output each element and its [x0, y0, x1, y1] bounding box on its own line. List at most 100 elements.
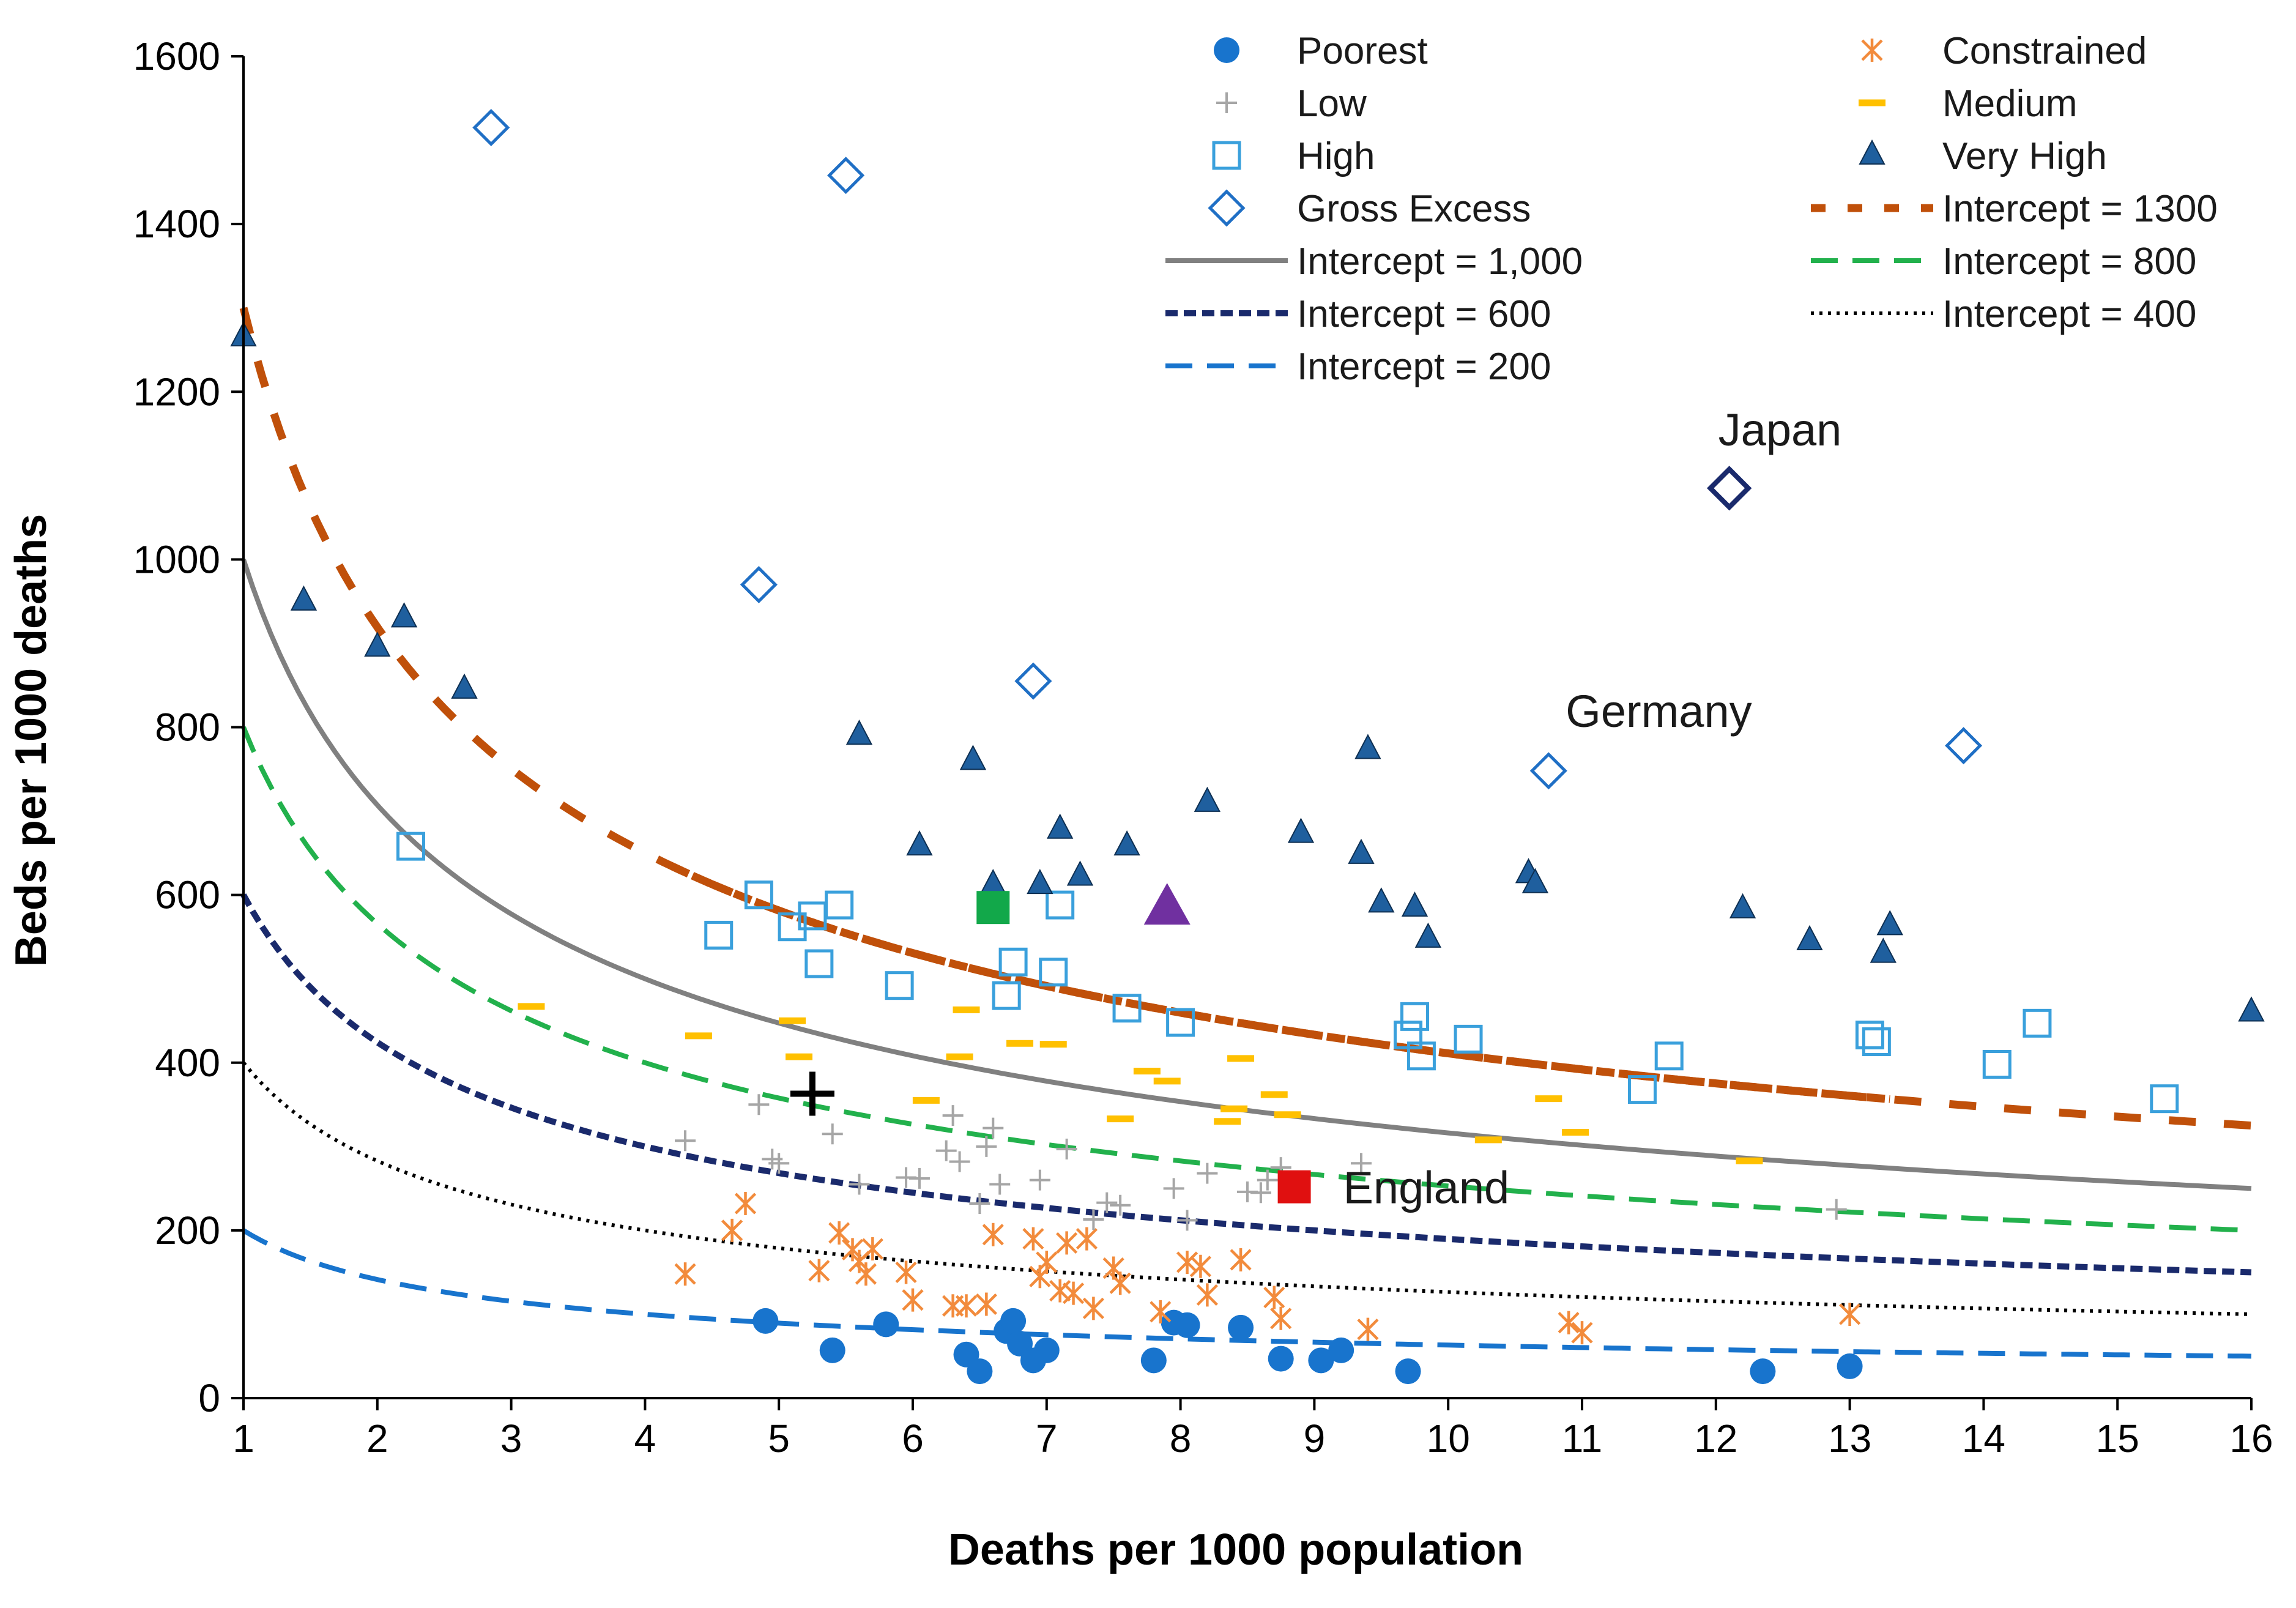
point-high	[1855, 1021, 1884, 1050]
japan-label: Japan	[1718, 404, 1842, 455]
legend-item-intercept-1000: Intercept = 1,000	[1165, 240, 1583, 283]
y-tick-label: 600	[155, 873, 220, 917]
x-tick-label: 8	[1170, 1416, 1192, 1461]
point-high	[998, 947, 1028, 977]
point-very-high	[1194, 786, 1221, 812]
point-high	[804, 949, 834, 978]
point-constrained	[1357, 1317, 1379, 1341]
point-poorest	[1000, 1308, 1027, 1334]
point-poorest	[967, 1358, 993, 1385]
point-very-high	[390, 602, 418, 628]
point-low	[1350, 1153, 1372, 1174]
x-tick-label: 7	[1036, 1416, 1058, 1461]
point-poorest	[752, 1308, 779, 1334]
point-low	[748, 1094, 770, 1115]
point-poorest	[1837, 1353, 1863, 1379]
point-poorest	[819, 1337, 845, 1363]
point-constrained	[1036, 1250, 1058, 1274]
point-gross-excess	[740, 565, 778, 604]
point-constrained	[828, 1221, 850, 1245]
point-low	[849, 1174, 870, 1195]
y-tick-label: 1000	[133, 537, 220, 581]
y-axis-title: Beds per 1000 deaths	[7, 514, 56, 967]
series-high	[396, 832, 2179, 1114]
series-medium	[518, 1003, 1763, 1164]
legend-item-intercept-800: Intercept = 800	[1811, 240, 2196, 283]
x-tick-label: 15	[2096, 1416, 2139, 1461]
series-poorest	[752, 1308, 1863, 1385]
point-gross-excess	[1945, 727, 1983, 765]
legend-label: Poorest	[1297, 30, 1428, 72]
point-low	[1096, 1192, 1118, 1213]
data-points	[230, 108, 2265, 1385]
highlighted-points: Japan Germany England	[790, 404, 1841, 1213]
point-low	[1056, 1138, 1077, 1159]
point-high	[1039, 958, 1068, 987]
england-marker	[1277, 1170, 1311, 1204]
curve-intercept-600	[240, 893, 2252, 1276]
legend-label: Low	[1297, 83, 1367, 125]
legend-swatch-poorest	[1214, 37, 1239, 63]
point-constrained	[902, 1288, 924, 1312]
point-poorest	[1395, 1358, 1421, 1385]
point-very-high	[959, 745, 987, 770]
point-constrained	[734, 1192, 757, 1216]
point-poorest	[873, 1311, 899, 1338]
legend-swatch-gross-excess	[1208, 189, 1246, 227]
legend-item-gross-excess: Gross Excess	[1208, 188, 1531, 230]
legend-label: Intercept = 800	[1942, 240, 2196, 283]
point-very-high	[1414, 922, 1442, 948]
point-high	[1982, 1049, 2012, 1079]
point-constrained	[1230, 1248, 1252, 1271]
x-tick-label: 3	[500, 1416, 522, 1461]
purple_marker-marker	[1143, 883, 1191, 925]
y-tick-label: 0	[198, 1376, 220, 1420]
x-tick-label: 12	[1694, 1416, 1737, 1461]
point-low	[983, 1117, 1004, 1139]
point-very-high	[1521, 868, 1549, 893]
legend-item-very-high: Very High	[1859, 135, 2107, 177]
point-high	[825, 890, 854, 920]
legend-label: Intercept = 200	[1297, 346, 1551, 388]
point-poorest	[1033, 1337, 1060, 1363]
point-constrained	[895, 1260, 917, 1284]
point-constrained	[1049, 1279, 1071, 1303]
point-very-high	[1027, 869, 1053, 895]
point-very-high	[1870, 937, 1897, 963]
point-high	[704, 920, 734, 950]
point-very-high	[1348, 838, 1375, 864]
legend-label: Intercept = 1,000	[1297, 240, 1583, 283]
legend-item-intercept-400: Intercept = 400	[1811, 293, 2196, 335]
point-high	[1862, 1027, 1891, 1056]
point-poorest	[1268, 1346, 1294, 1372]
y-tick-label: 200	[155, 1208, 220, 1253]
point-constrained	[721, 1218, 743, 1242]
point-high	[2023, 1008, 2052, 1038]
y-tick-label: 1200	[133, 370, 220, 414]
point-very-high	[1729, 893, 1756, 918]
point-constrained	[1558, 1311, 1580, 1334]
point-high	[1046, 890, 1075, 920]
point-constrained	[955, 1294, 978, 1318]
point-gross-excess	[827, 157, 865, 195]
point-gross-excess	[1529, 752, 1567, 790]
point-poorest	[1328, 1337, 1354, 1363]
legend-label: Medium	[1942, 83, 2078, 125]
point-very-high	[1113, 830, 1140, 856]
point-very-high	[1066, 860, 1094, 886]
point-very-high	[845, 720, 873, 745]
point-very-high	[1047, 813, 1074, 839]
point-low	[1029, 1169, 1050, 1191]
legend-swatch-low	[1216, 92, 1237, 113]
point-constrained	[1571, 1321, 1593, 1345]
curve-intercept-200	[242, 1228, 2252, 1359]
legend-item-intercept-200: Intercept = 200	[1165, 346, 1551, 388]
point-constrained	[1062, 1281, 1085, 1305]
x-tick-label: 2	[366, 1416, 388, 1461]
point-gross-excess	[472, 108, 510, 147]
point-high	[1454, 1024, 1483, 1054]
point-low	[675, 1130, 696, 1152]
legend-label: Intercept = 1300	[1942, 188, 2218, 230]
point-poorest	[1228, 1314, 1254, 1341]
